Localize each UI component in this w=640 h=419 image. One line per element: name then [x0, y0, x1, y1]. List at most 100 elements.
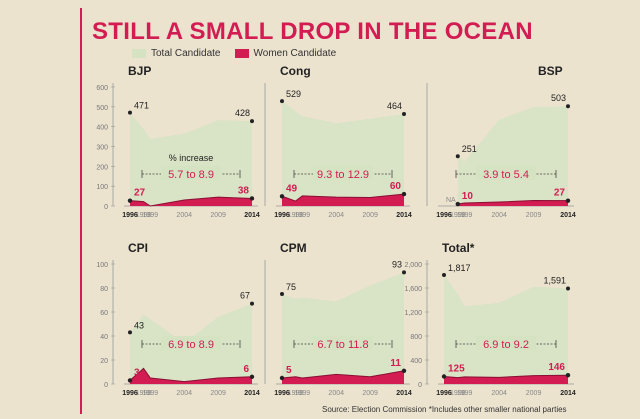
cpm-total-last-label: 93	[392, 259, 402, 269]
total-women-last-label: 146	[548, 362, 565, 373]
bsp-women-first-label: 10	[462, 191, 474, 202]
cpi-xtick-label: 1996	[122, 390, 138, 397]
cong-xtick-label: 1998	[288, 212, 304, 219]
total-ytick-label: 400	[410, 358, 422, 365]
bsp-xtick-label: 2004	[491, 212, 507, 219]
page-title: STILL A SMALL DROP IN THE OCEAN	[92, 18, 533, 45]
cong-women-first-dot	[279, 194, 285, 199]
bsp-total-first-dot	[455, 154, 460, 159]
cong-xtick-label: 2014	[396, 212, 412, 219]
cong-total-area	[282, 101, 404, 206]
total-xtick-label: 1996	[436, 390, 452, 397]
total-ytick-label: 1,600	[404, 286, 422, 293]
bjp-chart-title: BJP	[128, 64, 151, 78]
total-ytick-label: 2,000	[404, 262, 422, 269]
bsp-women-area	[457, 200, 568, 206]
bjp-increase-text: 5.7 to 8.9	[168, 169, 214, 181]
cong-total-last-dot	[402, 111, 406, 116]
cpm-xtick-label: 1998	[288, 390, 304, 397]
bjp-women-first-label: 27	[134, 188, 146, 199]
legend-total-swatch	[132, 49, 146, 58]
total-xtick-label: 1998	[450, 390, 466, 397]
bjp-women-area	[130, 197, 252, 206]
total-total-last-label: 1,591	[543, 276, 566, 286]
total-total-first-dot	[442, 272, 446, 277]
bsp-increase-bg	[476, 166, 536, 180]
legend-total-label: Total Candidate	[151, 48, 221, 59]
cpm-xtick-label: 2009	[362, 390, 378, 397]
cong-total-first-dot	[280, 99, 284, 104]
cpm-chart-title: CPM	[280, 241, 307, 255]
total-chart-title: Total*	[442, 241, 475, 255]
bjp-ytick-label: 200	[96, 164, 108, 171]
cpi-women-last-label: 6	[243, 364, 249, 375]
bjp-increase-title: % increase	[169, 153, 214, 163]
cpi-total-last-dot	[250, 301, 254, 306]
bjp-ytick-label: 400	[96, 125, 108, 132]
bsp-women-last-label: 27	[554, 188, 566, 199]
legend-women-label: Women Candidate	[253, 48, 337, 59]
cpm-total-first-dot	[280, 292, 284, 296]
cpi-total-first-dot	[128, 330, 132, 335]
cong-women-line	[281, 193, 405, 202]
legend: Total Candidate Women Candidate	[132, 48, 350, 59]
cpi-total-last-label: 67	[240, 291, 250, 301]
total-total-first-label: 1,817	[448, 263, 471, 273]
cong-xtick-label: 2004	[328, 212, 344, 219]
bsp-xtick-label: 2009	[526, 212, 542, 219]
bjp-total-first-label: 471	[134, 101, 149, 111]
cpm-increase-text: 6.7 to 11.8	[317, 339, 368, 351]
bjp-total-first-dot	[128, 110, 132, 115]
bsp-total-last-label: 503	[551, 93, 566, 103]
bsp-na-label: NA	[446, 197, 456, 204]
cpm-total-last-dot	[402, 270, 406, 275]
cong-women-last-label: 60	[390, 181, 402, 192]
cpi-xtick-label: 2014	[244, 390, 260, 397]
legend-total: Total Candidate	[132, 48, 221, 59]
cpi-women-line	[129, 367, 253, 383]
legend-women: Women Candidate	[234, 48, 337, 59]
total-increase-text: 6.9 to 9.2	[483, 339, 529, 351]
bjp-xtick-label: 1996	[122, 212, 138, 219]
cong-total-first-label: 529	[286, 89, 301, 99]
bsp-total-area	[457, 106, 568, 206]
bjp-ytick-label: 0	[104, 204, 108, 211]
cpi-ytick-label: 100	[96, 262, 108, 269]
cpi-chart-title: CPI	[128, 241, 148, 255]
cpi-xtick-label: 1999	[143, 390, 159, 397]
bjp-xtick-label: 1999	[143, 212, 159, 219]
total-women-first-label: 125	[448, 364, 465, 375]
bjp-ytick-label: 100	[96, 184, 108, 191]
cpi-women-last-dot	[249, 374, 255, 379]
bsp-women-line	[457, 199, 569, 205]
bsp-xtick-label: 1998	[450, 212, 466, 219]
cpi-ytick-label: 20	[100, 358, 108, 365]
total-women-first-dot	[441, 374, 447, 379]
cpm-xtick-label: 1996	[274, 390, 290, 397]
total-xtick-label: 2014	[560, 390, 576, 397]
cpi-ytick-label: 40	[100, 334, 108, 341]
cong-total-last-label: 464	[387, 101, 402, 111]
cpi-women-first-dot	[127, 378, 133, 383]
total-women-last-dot	[565, 373, 571, 378]
infographic-frame	[80, 8, 580, 414]
bsp-xtick-label: 1996	[436, 212, 452, 219]
cong-xtick-label: 1996	[274, 212, 290, 219]
total-xtick-label: 2009	[526, 390, 542, 397]
bsp-total-first-label: 251	[462, 144, 477, 154]
cpm-women-line	[281, 370, 405, 379]
bjp-women-last-dot	[249, 196, 255, 201]
cpi-ytick-label: 60	[100, 310, 108, 317]
cpi-ytick-label: 80	[100, 286, 108, 293]
bjp-xtick-label: 2004	[176, 212, 192, 219]
cpm-women-area	[282, 370, 404, 384]
cpm-xtick-label: 1999	[295, 390, 311, 397]
cong-women-area	[282, 194, 404, 206]
bsp-total-last-dot	[566, 104, 570, 109]
legend-women-swatch	[234, 49, 249, 58]
cpi-xtick-label: 1998	[136, 390, 152, 397]
cpi-total-first-label: 43	[134, 320, 144, 330]
bsp-xtick-label: 1999	[457, 212, 473, 219]
total-total-last-dot	[566, 286, 570, 291]
bjp-ytick-label: 600	[96, 85, 108, 92]
